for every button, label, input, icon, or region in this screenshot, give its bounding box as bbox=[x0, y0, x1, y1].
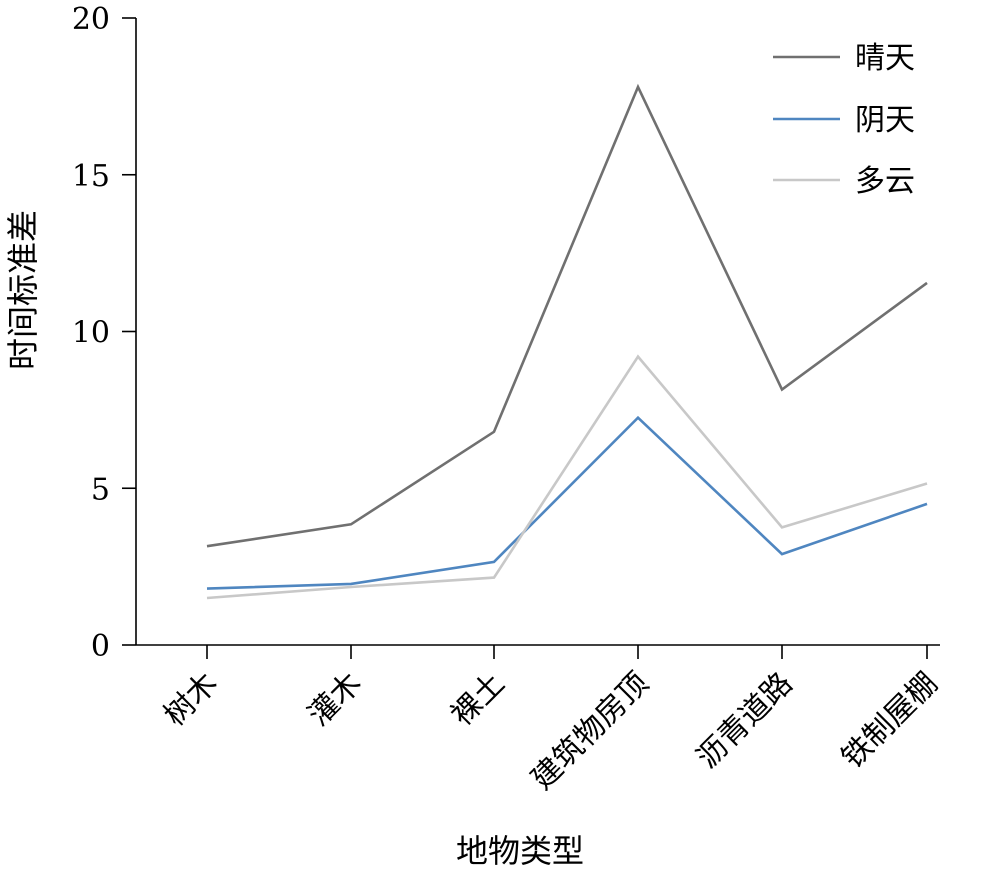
x-ticks: 树木 灌木 裸土 建筑物房顶 沥青道路 铁制屋棚 bbox=[157, 645, 945, 797]
series-line-0 bbox=[206, 83, 928, 548]
y-tick-label: 20 bbox=[72, 2, 110, 37]
y-tick-label: 5 bbox=[91, 472, 110, 507]
series-line-2 bbox=[206, 354, 928, 600]
x-axis-title: 地物类型 bbox=[456, 832, 584, 869]
series-lines bbox=[206, 83, 928, 600]
axes bbox=[135, 18, 940, 646]
legend-label-0: 晴天 bbox=[855, 41, 915, 76]
series-line-1 bbox=[206, 415, 928, 590]
y-ticks: 0 5 10 15 20 bbox=[72, 2, 136, 664]
legend-label-2: 多云 bbox=[855, 164, 915, 199]
x-tick-label: 裸土 bbox=[444, 666, 511, 733]
x-tick-label: 建筑物房顶 bbox=[525, 666, 656, 797]
x-tick-label: 灌木 bbox=[301, 666, 368, 733]
x-tick-label: 树木 bbox=[157, 666, 224, 733]
legend-label-1: 阴天 bbox=[855, 103, 915, 138]
x-tick-label: 铁制屋棚 bbox=[835, 666, 945, 776]
y-axis-title: 时间标准差 bbox=[4, 210, 42, 370]
y-tick-label: 0 bbox=[91, 629, 110, 664]
y-tick-label: 10 bbox=[72, 316, 110, 351]
x-tick-label: 沥青道路 bbox=[690, 666, 800, 776]
y-tick-label: 15 bbox=[72, 159, 110, 194]
